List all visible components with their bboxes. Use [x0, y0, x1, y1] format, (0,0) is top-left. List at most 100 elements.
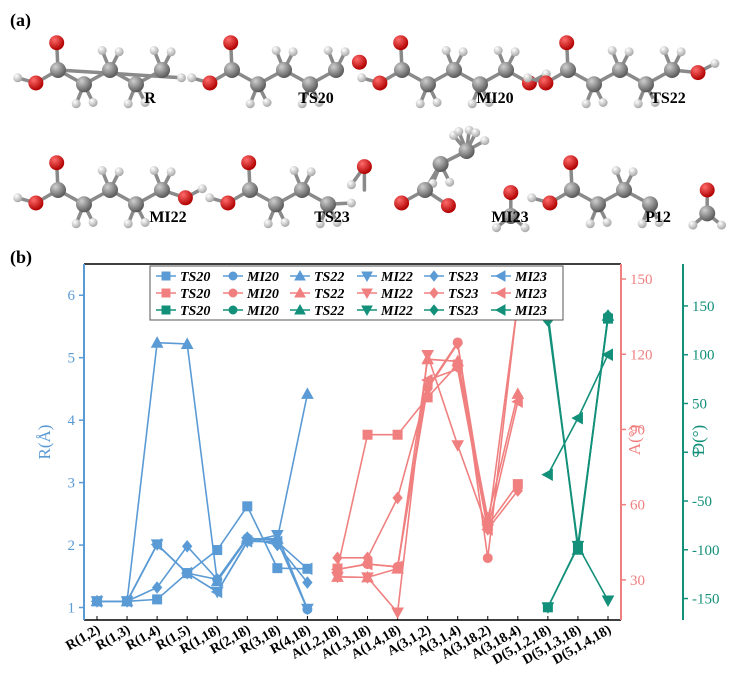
- series-group-d: [541, 306, 615, 614]
- molecule-label: MI22: [149, 209, 186, 226]
- series-line: [547, 318, 609, 608]
- data-point: [361, 271, 373, 283]
- hydrogen-atom: [346, 180, 356, 190]
- series-group-a: [330, 296, 525, 620]
- hydrogen-atom: [314, 98, 324, 107]
- data-point: [161, 288, 171, 298]
- axis-title: A(°): [625, 425, 644, 455]
- data-point: [270, 535, 283, 549]
- data-point: [482, 553, 493, 564]
- oxygen-atom: [177, 190, 193, 206]
- legend-label: MI22: [380, 270, 413, 285]
- data-point: [228, 305, 238, 315]
- hydrogen-atom: [332, 218, 342, 227]
- molecule-ts20: TS20: [187, 35, 367, 109]
- hydrogen-atom: [710, 59, 720, 68]
- data-point: [429, 304, 439, 316]
- carbon-atom: [276, 62, 292, 78]
- tick-label: -50: [692, 494, 712, 510]
- hydrogen-atom: [527, 193, 537, 203]
- oxygen-atom: [202, 75, 218, 91]
- carbon-atom: [302, 76, 318, 93]
- tick-label: 0: [692, 445, 700, 461]
- carbon-atom: [76, 196, 92, 213]
- carbon-atom: [328, 62, 344, 78]
- tick-label: -150: [692, 592, 720, 608]
- legend-item: MI23: [491, 304, 547, 319]
- legend-label: TS22: [314, 270, 344, 285]
- oxygen-atom: [356, 159, 372, 175]
- series-a-mi23: [330, 362, 523, 576]
- data-point: [210, 585, 223, 599]
- atoms: [13, 35, 186, 109]
- hydrogen-atom: [602, 218, 612, 227]
- carbon-atom: [268, 196, 284, 213]
- oxygen-atom: [223, 35, 239, 51]
- data-point: [150, 538, 163, 551]
- hydrogen-atom: [140, 218, 150, 227]
- hydrogen-atom: [71, 219, 81, 229]
- geometry-parameter-chart: 1 2 3 4 5 6 R(Å) 30 60 90 120 150 A(°) -150 -100 -50 0 50…: [35, 263, 720, 668]
- data-point: [161, 305, 171, 315]
- hydrogen-atom: [520, 223, 530, 233]
- carbon-atom: [102, 62, 118, 78]
- data-point: [151, 581, 163, 594]
- data-point: [541, 468, 553, 482]
- atoms: [187, 35, 367, 109]
- hydrogen-atom: [624, 47, 634, 57]
- data-point: [271, 530, 284, 542]
- legend-item: TS20: [156, 270, 210, 285]
- data-point: [301, 387, 314, 399]
- tick-label: 6: [68, 288, 76, 304]
- tick-label: 100: [692, 348, 715, 364]
- series-line: [97, 504, 308, 603]
- hydrogen-atom: [88, 98, 98, 107]
- carbon-atom: [50, 182, 66, 198]
- hydrogen-atom: [88, 218, 98, 227]
- hydrogen-atom: [607, 46, 617, 55]
- hydrogen-atom: [114, 167, 124, 177]
- hydrogen-atom: [598, 98, 608, 107]
- hydrogen-atom: [177, 73, 186, 83]
- atoms: [13, 155, 207, 229]
- hydrogen-atom: [315, 219, 325, 229]
- data-point: [302, 576, 313, 589]
- molecule-mi23: MI23: [394, 125, 530, 233]
- molecule-p12: P12: [527, 155, 726, 230]
- hydrogen-atom: [97, 46, 107, 55]
- legend-label: MI23: [514, 304, 547, 319]
- data-point: [161, 271, 171, 281]
- hydrogen-atom: [676, 47, 686, 57]
- molecule-label: MI20: [476, 90, 513, 107]
- hydrogen-atom: [271, 46, 281, 55]
- hydrogen-atom: [306, 167, 316, 177]
- series-d-mi20: [542, 311, 613, 550]
- oxygen-atom: [372, 75, 388, 91]
- carbon-atom: [586, 76, 602, 93]
- tick-label: 60: [630, 498, 645, 514]
- legend-label: TS22: [314, 287, 344, 302]
- hydrogen-atom: [340, 47, 350, 57]
- molecule-structures: R TS20 MI20 TS22 MI22 TS23 MI23 P12: [13, 35, 726, 233]
- carbon-atom: [642, 196, 658, 213]
- atoms: [394, 125, 530, 233]
- data-point: [601, 348, 613, 362]
- hydrogen-atom: [140, 98, 150, 107]
- data-point: [571, 411, 583, 425]
- legend-item: TS22: [290, 286, 344, 302]
- legend-label: TS23: [448, 287, 478, 302]
- hydrogen-atom: [480, 136, 490, 146]
- data-point: [421, 350, 434, 362]
- data-point: [180, 337, 194, 349]
- hydrogen-atom: [454, 127, 464, 136]
- data-point: [180, 566, 193, 580]
- legend-item: MI22: [357, 304, 413, 319]
- oxygen-atom: [393, 35, 409, 51]
- series-line: [547, 312, 609, 550]
- hydrogen-atom: [432, 98, 442, 107]
- data-point: [332, 551, 343, 565]
- carbon-atom: [564, 182, 580, 198]
- data-point: [90, 594, 102, 608]
- data-point: [300, 562, 313, 576]
- oxygen-atom: [49, 155, 65, 171]
